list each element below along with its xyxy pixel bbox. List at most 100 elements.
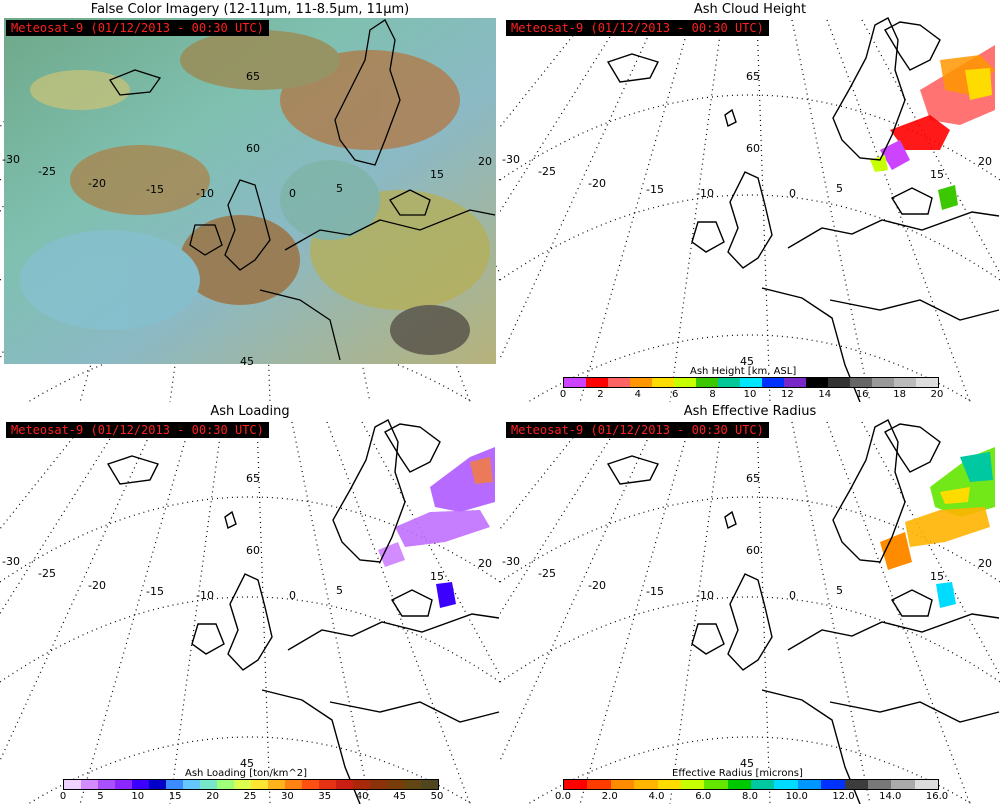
colorbar-swatch	[891, 780, 915, 789]
colorbar-swatch	[740, 378, 762, 387]
longitude-label: 20	[978, 557, 992, 570]
colorbar-swatch	[132, 780, 149, 789]
colorbar-swatch	[680, 780, 705, 789]
colorbar-swatch	[696, 378, 718, 387]
longitude-label: -25	[38, 165, 56, 178]
false-color-panel: 65 60 45 -30 -25 -20 -15 -10 0 5 15 20 False Color …	[0, 0, 500, 402]
colorbar-tick-label: 45	[393, 791, 406, 802]
ash-height-panel: 65 60 45 -30 -25 -20 -15 -10 0 5 15 20 Ash Cloud He…	[500, 0, 1000, 402]
colorbar-swatch	[674, 378, 696, 387]
colorbar-swatch	[774, 780, 798, 789]
colorbar-tick-label: 0	[59, 791, 67, 802]
false-color-map: 65 60 45 -30 -25 -20 -15 -10 0 5 15 20	[0, 18, 500, 402]
colorbar-swatch	[387, 780, 404, 789]
effective-radius-retrievals	[880, 447, 995, 608]
longitude-label: -15	[146, 183, 164, 196]
colorbar-swatch	[149, 780, 166, 789]
satellite-timestamp: Meteosat-9 (01/12/2013 - 00:30 UTC)	[506, 20, 769, 36]
panel-title: False Color Imagery (12-11µm, 11-8.5µm, …	[90, 2, 410, 17]
colorbar-swatch	[81, 780, 98, 789]
colorbar-tick-label: 0	[559, 389, 567, 400]
longitude-label: -30	[502, 555, 520, 568]
colorbar-swatch	[421, 780, 438, 789]
colorbar-title: Ash Height [km, ASL]	[688, 366, 799, 377]
latitude-label: 60	[746, 142, 760, 155]
graticule-labels: 65 60 45 -30 -25 -20 -15 -10 0 5 15 20	[502, 70, 992, 368]
colorbar-swatch	[844, 780, 868, 789]
colorbar-tick-label: 12.0	[832, 791, 855, 802]
graticule-labels: 65 60 45 -30 -25 -20 -15 -10 0 5 15 20	[502, 472, 992, 770]
colorbar-swatch	[564, 378, 586, 387]
longitude-label: 15	[430, 168, 444, 181]
colorbar-tick-label: 14.0	[879, 791, 902, 802]
colorbar-swatch	[821, 780, 845, 789]
colorbar-swatch	[587, 780, 611, 789]
colorbar-title: Effective Radius [microns]	[670, 768, 805, 779]
longitude-label: 20	[478, 155, 492, 168]
colorbar-swatch	[762, 378, 784, 387]
longitude-label: -25	[38, 567, 56, 580]
latitude-label: 60	[246, 142, 260, 155]
longitude-label: -30	[502, 153, 520, 166]
longitude-label: -10	[196, 589, 214, 602]
longitude-label: -15	[646, 183, 664, 196]
longitude-label: -25	[538, 567, 556, 580]
longitude-label: 15	[930, 570, 944, 583]
colorbar-swatch	[200, 780, 217, 789]
colorbar-swatch	[806, 378, 828, 387]
longitude-label: 0	[789, 187, 796, 200]
colorbar-tick-label: 16	[855, 389, 869, 400]
latitude-label: 65	[246, 472, 260, 485]
panel-title: Ash Effective Radius	[683, 404, 817, 419]
longitude-label: -20	[588, 177, 606, 190]
effective-radius-panel: 65 60 45 -30 -25 -20 -15 -10 0 5 15 20 Ash Effectiv…	[500, 402, 1000, 804]
satellite-timestamp: Meteosat-9 (01/12/2013 - 00:30 UTC)	[6, 20, 269, 36]
satellite-timestamp: Meteosat-9 (01/12/2013 - 00:30 UTC)	[506, 422, 769, 438]
colorbar-swatch	[630, 378, 652, 387]
colorbar-tick-label: 50	[430, 791, 444, 802]
colorbar-swatch	[217, 780, 234, 789]
longitude-label: 15	[430, 570, 444, 583]
panel-title: Ash Loading	[210, 404, 290, 419]
longitude-label: 5	[836, 584, 843, 597]
colorbar-tick-label: 2.0	[601, 791, 618, 802]
colorbar-swatch	[751, 780, 775, 789]
colorbar-tick-label: 12	[781, 389, 794, 400]
effective-radius-map: 65 60 45 -30 -25 -20 -15 -10 0 5 15 20	[500, 419, 1000, 804]
colorbar-tick-label: 40	[355, 791, 369, 802]
graticule-labels: 65 60 45 -30 -25 -20 -15 -10 0 5 15 20	[2, 70, 492, 368]
colorbar-swatch	[353, 780, 370, 789]
colorbar-swatch	[914, 780, 938, 789]
colorbar-tick-label: 6.0	[695, 791, 712, 802]
colorbar-tick-label: 18	[893, 389, 906, 400]
longitude-label: 15	[930, 168, 944, 181]
colorbar-tick-label: 8.0	[742, 791, 758, 802]
longitude-label: -15	[646, 585, 664, 598]
colorbar-swatch	[319, 780, 336, 789]
colorbar-tick-label: 16.0	[925, 791, 949, 802]
colorbar-tick-label: 0.0	[555, 791, 571, 802]
colorbar-swatch	[370, 780, 387, 789]
colorbar	[563, 377, 939, 388]
latitude-label: 65	[746, 70, 760, 83]
colorbar-swatch	[828, 378, 850, 387]
colorbar-tick-label: 20	[930, 389, 944, 400]
satellite-timestamp: Meteosat-9 (01/12/2013 - 00:30 UTC)	[6, 422, 269, 438]
longitude-label: -20	[88, 579, 106, 592]
colorbar-swatch	[251, 780, 268, 789]
longitude-label: -20	[88, 177, 106, 190]
colorbar-tick-label: 8	[709, 389, 716, 400]
coastlines	[606, 419, 1000, 804]
latitude-label: 45	[740, 355, 754, 368]
longitude-label: 0	[789, 589, 796, 602]
colorbar-swatch	[894, 378, 916, 387]
colorbar-tick-label: 4	[634, 389, 641, 400]
graticule-labels: 65 60 45 -30 -25 -20 -15 -10 0 5 15 20	[2, 472, 492, 770]
colorbar-swatch	[872, 378, 894, 387]
colorbar-swatch	[784, 378, 806, 387]
latitude-label: 45	[240, 355, 254, 368]
colorbar-swatch	[727, 780, 751, 789]
colorbar-tick-label: 5	[97, 791, 104, 802]
colorbar-tick-label: 25	[243, 791, 257, 802]
colorbar-swatch	[916, 378, 938, 387]
